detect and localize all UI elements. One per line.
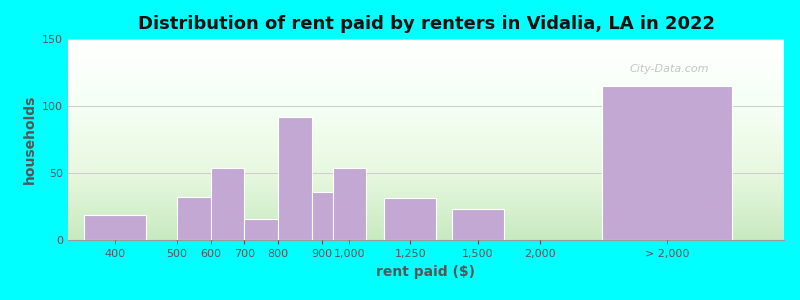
- Bar: [177, 197, 210, 240]
- Bar: [333, 168, 366, 240]
- Bar: [210, 168, 245, 240]
- Bar: [602, 86, 732, 240]
- Bar: [83, 214, 146, 240]
- Bar: [452, 209, 504, 240]
- X-axis label: rent paid ($): rent paid ($): [377, 265, 475, 279]
- Bar: [278, 117, 312, 240]
- Bar: [385, 199, 436, 240]
- Y-axis label: households: households: [22, 95, 37, 184]
- Bar: [312, 192, 333, 240]
- Bar: [245, 219, 278, 240]
- Text: City-Data.com: City-Data.com: [630, 64, 709, 74]
- Title: Distribution of rent paid by renters in Vidalia, LA in 2022: Distribution of rent paid by renters in …: [138, 15, 714, 33]
